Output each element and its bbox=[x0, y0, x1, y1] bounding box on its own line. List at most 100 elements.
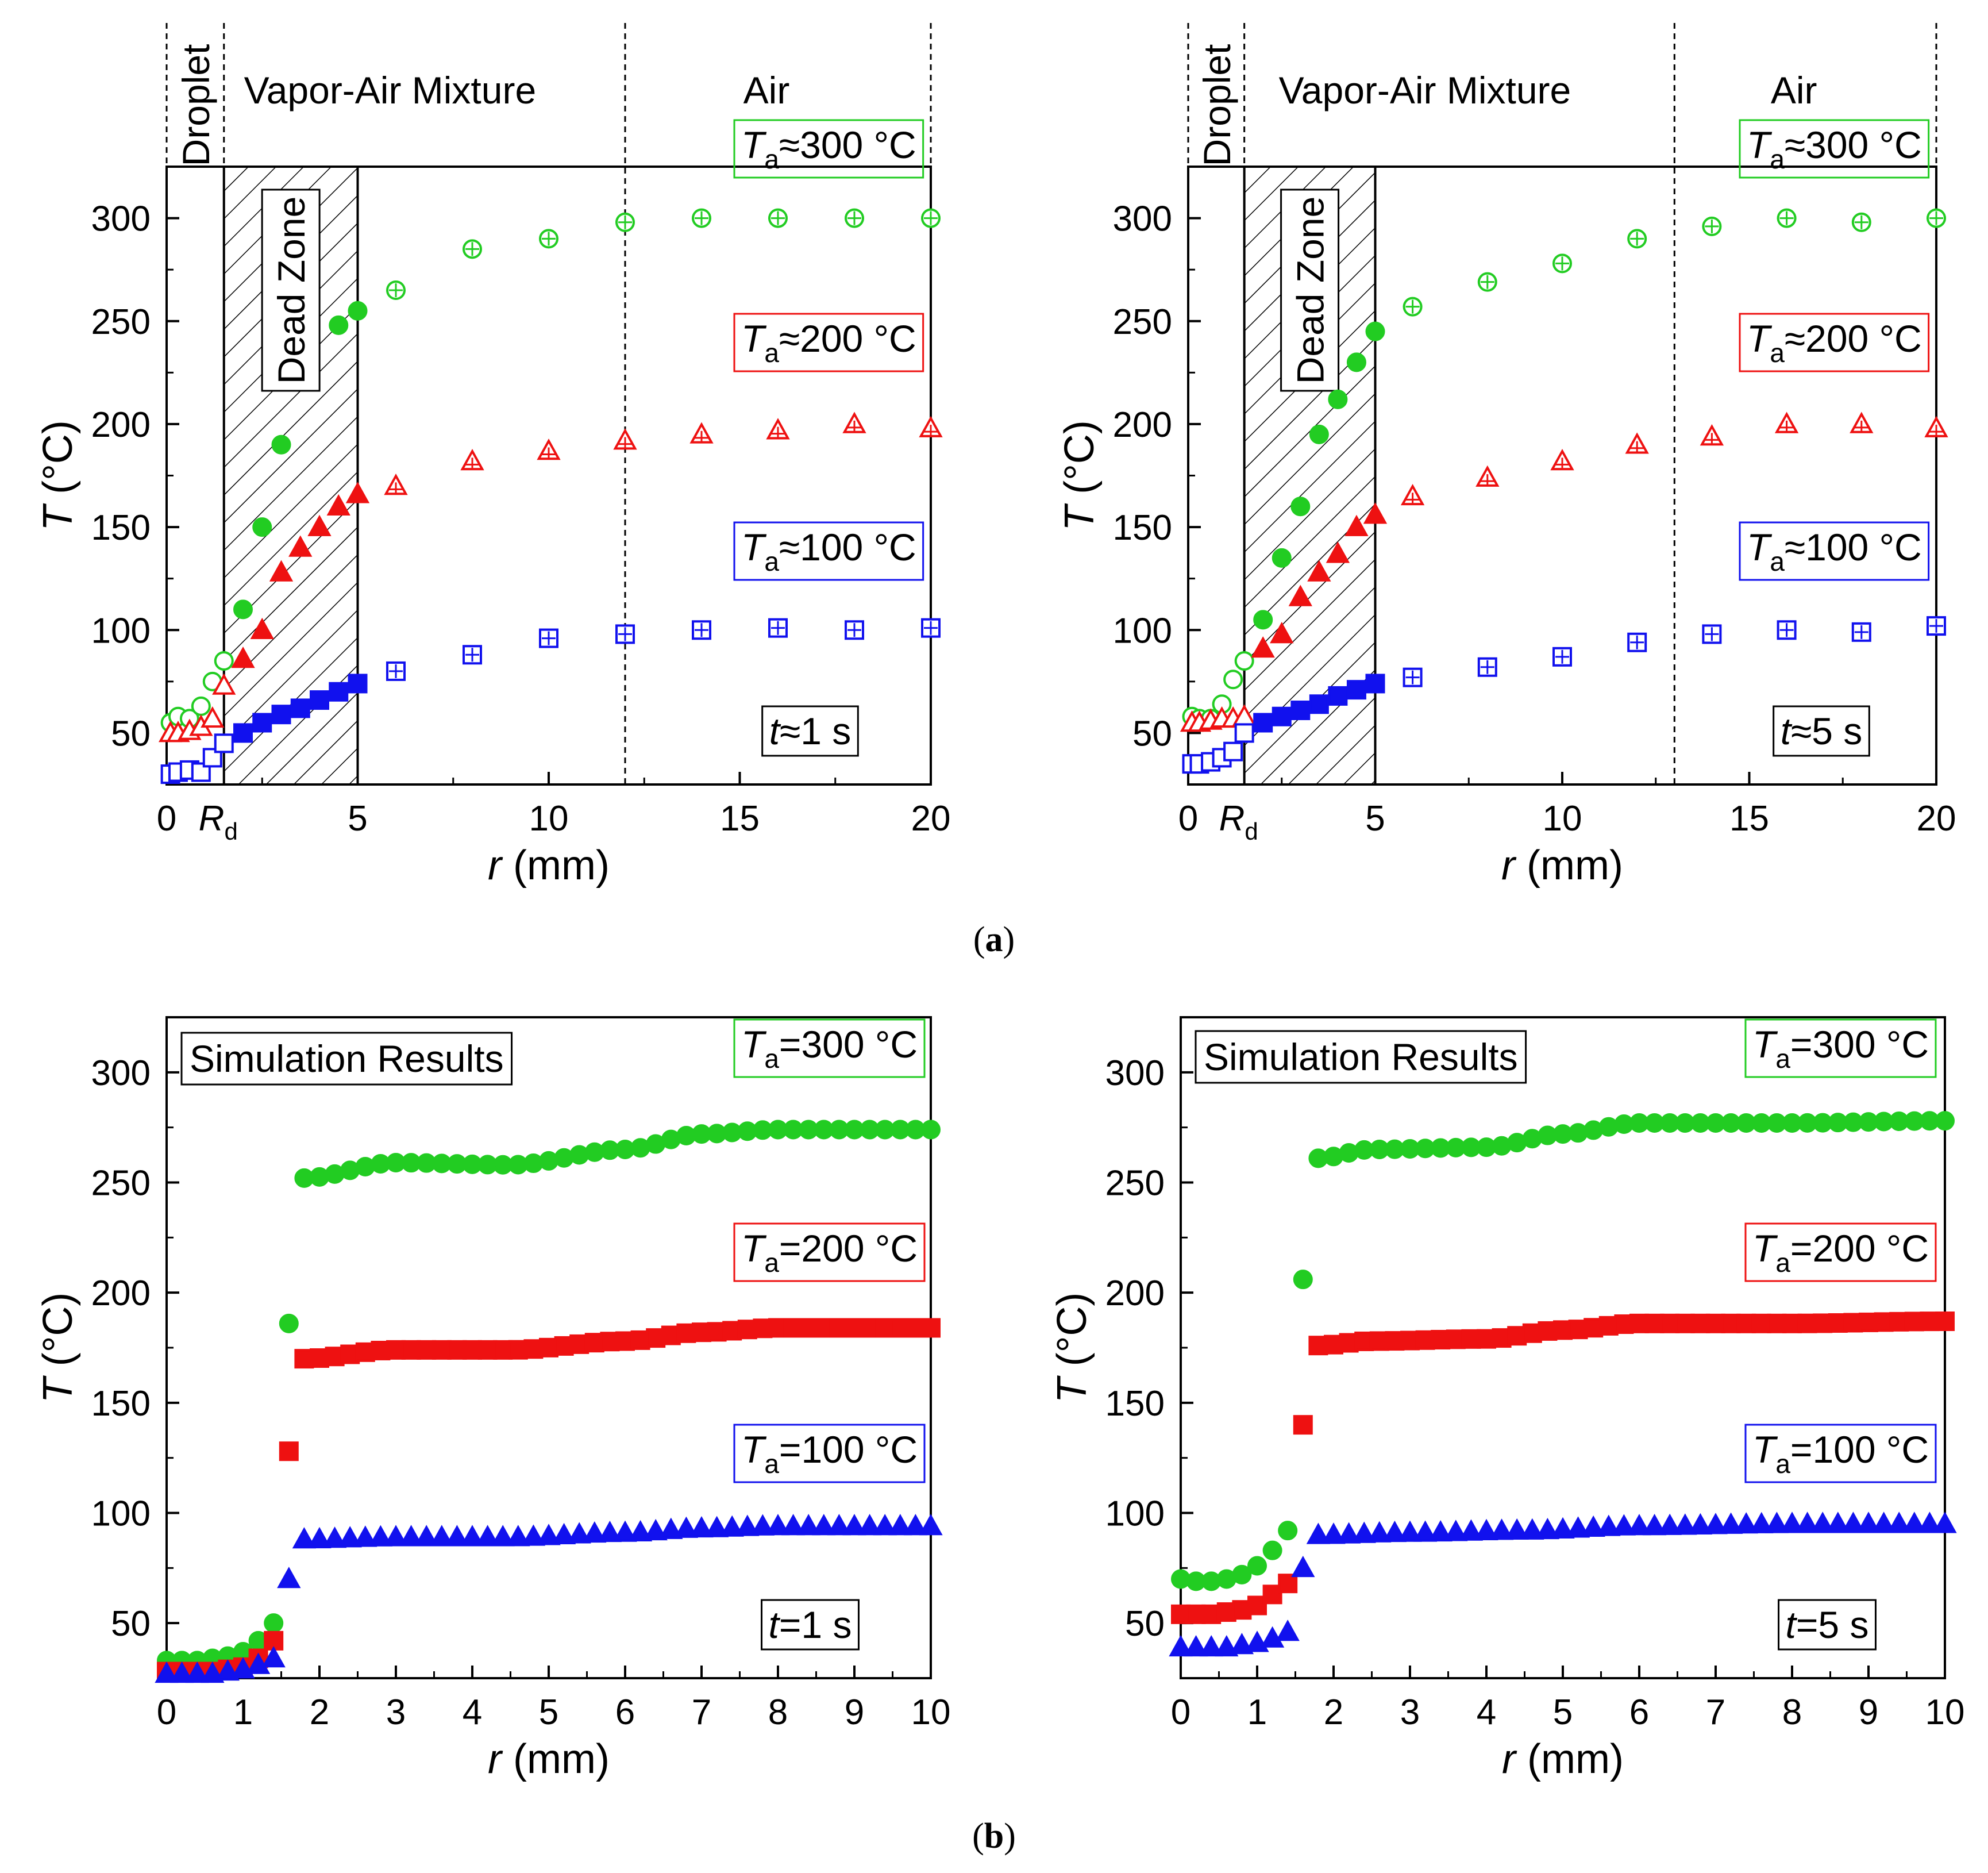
dead-zone-label: Dead Zone bbox=[1289, 197, 1332, 384]
data-point bbox=[1278, 1521, 1298, 1541]
data-point-filled bbox=[326, 494, 350, 516]
data-point-filled bbox=[1253, 713, 1273, 733]
series-label-0-border bbox=[1739, 119, 1930, 179]
data-point bbox=[766, 1514, 790, 1536]
data-point-open bbox=[1223, 670, 1243, 690]
x-tick-label: 9 bbox=[845, 1693, 864, 1732]
data-point bbox=[1293, 1415, 1313, 1435]
data-point-filled bbox=[1346, 352, 1366, 372]
time-label-t: t bbox=[769, 710, 781, 752]
data-point-filled bbox=[233, 723, 253, 743]
data-point bbox=[1719, 1512, 1743, 1534]
x-tick-label: 0 bbox=[1178, 799, 1198, 839]
data-point-filled bbox=[1363, 502, 1388, 524]
data-point bbox=[1215, 1634, 1239, 1657]
data-point bbox=[750, 1514, 775, 1536]
y-tick-label: 200 bbox=[91, 405, 151, 445]
data-point bbox=[1247, 1595, 1267, 1616]
y-tick-label: 150 bbox=[91, 508, 151, 548]
data-point bbox=[475, 1525, 500, 1547]
time-label-rest: ≈5 s bbox=[1791, 710, 1862, 752]
x-tick-label: 15 bbox=[720, 799, 760, 839]
time-label: t=1 s bbox=[769, 1603, 852, 1646]
data-point bbox=[1933, 1512, 1957, 1533]
data-point bbox=[921, 1318, 941, 1338]
series-label-1-sub: a bbox=[1775, 1248, 1790, 1278]
series-label-1-sub: a bbox=[764, 1248, 779, 1278]
caption-b-letter: b bbox=[984, 1817, 1004, 1856]
chart-b1: 50 100 150 200 250 300 0 1 2 3 4 5 6 7 8 9 10 r (mm) T (°C… bbox=[35, 1016, 950, 1782]
x-tick-label: 4 bbox=[463, 1693, 482, 1732]
data-point bbox=[292, 1527, 317, 1549]
x-tick-label: 6 bbox=[615, 1693, 635, 1732]
x-tick-label: 1 bbox=[233, 1693, 253, 1732]
data-point bbox=[1750, 1512, 1774, 1533]
data-point bbox=[812, 1514, 836, 1536]
y-tick-label: 100 bbox=[91, 611, 151, 651]
data-point-filled bbox=[1365, 674, 1385, 694]
y-axis-unit: (°C) bbox=[35, 420, 81, 506]
time-label-border bbox=[761, 1599, 860, 1651]
series-label-0-rest: =300 °C bbox=[779, 1023, 918, 1066]
data-point bbox=[1810, 1512, 1835, 1533]
data-point bbox=[1278, 1574, 1298, 1594]
x-tick-label: 3 bbox=[386, 1693, 406, 1732]
time-label-t: t bbox=[769, 1603, 781, 1646]
y-tick-label: 300 bbox=[1105, 1053, 1165, 1093]
y-tick-label: 150 bbox=[1113, 508, 1172, 548]
data-point bbox=[1612, 1514, 1636, 1536]
y-tick-label: 300 bbox=[91, 199, 151, 239]
y-axis-label: T (°C) bbox=[1057, 420, 1103, 531]
data-point bbox=[430, 1525, 454, 1547]
data-point bbox=[1336, 1522, 1361, 1544]
data-point-filled bbox=[1326, 541, 1350, 563]
y-tick-label: 50 bbox=[1132, 714, 1172, 753]
data-point bbox=[689, 1516, 714, 1538]
data-point bbox=[1902, 1512, 1927, 1533]
data-point bbox=[796, 1514, 820, 1536]
data-point bbox=[368, 1525, 393, 1547]
series-label-1-border bbox=[733, 313, 924, 372]
data-point bbox=[1551, 1517, 1575, 1539]
data-point-filled bbox=[1346, 680, 1366, 700]
dead-zone-label: Dead Zone bbox=[270, 197, 313, 384]
dead-zone-label-border bbox=[261, 189, 321, 392]
data-point-open bbox=[191, 696, 211, 716]
region-air-label: Air bbox=[1771, 69, 1817, 111]
y-tick-label: 200 bbox=[1113, 405, 1172, 445]
series-label-1: Ta≈200 °C bbox=[733, 313, 924, 372]
data-point bbox=[1413, 1520, 1438, 1542]
data-point bbox=[1826, 1512, 1850, 1533]
series-label-1-main: T bbox=[1752, 1227, 1778, 1270]
data-point bbox=[1306, 1522, 1331, 1544]
time-label-border bbox=[1773, 705, 1870, 757]
data-point bbox=[1795, 1512, 1820, 1533]
chart-title-border bbox=[180, 1032, 513, 1086]
data-point bbox=[552, 1522, 576, 1545]
data-point bbox=[1887, 1512, 1911, 1533]
series-label-0-rest: ≈300 °C bbox=[779, 124, 916, 166]
series-label-0-sub: a bbox=[764, 1044, 779, 1074]
x-axis-label: r (mm) bbox=[1502, 1736, 1624, 1782]
data-point-filled bbox=[231, 647, 255, 668]
data-point-filled bbox=[1328, 686, 1348, 706]
series-label-2-text: Ta=100 °C bbox=[741, 1428, 918, 1479]
x-axis-var: r bbox=[488, 843, 503, 889]
data-point-filled bbox=[310, 690, 329, 710]
series-0 bbox=[1171, 1111, 1955, 1591]
data-point bbox=[506, 1525, 530, 1547]
x-tick-label: 10 bbox=[1543, 799, 1582, 839]
x-tick-label: 5 bbox=[1553, 1693, 1573, 1732]
caption-b: (b) bbox=[972, 1817, 1016, 1856]
series-label-1-rest: =200 °C bbox=[779, 1227, 918, 1270]
chart-title: Simulation Results bbox=[1204, 1036, 1518, 1078]
data-point-filled bbox=[348, 674, 368, 694]
data-point bbox=[1764, 1512, 1789, 1533]
series-label-2-rest: ≈100 °C bbox=[779, 526, 916, 568]
series-label-2-border bbox=[1744, 1424, 1937, 1483]
data-point bbox=[1780, 1512, 1804, 1533]
series-label-2-rest: ≈100 °C bbox=[1785, 526, 1922, 568]
series-label-0-rest: ≈300 °C bbox=[1785, 124, 1922, 166]
data-point bbox=[1935, 1312, 1955, 1331]
